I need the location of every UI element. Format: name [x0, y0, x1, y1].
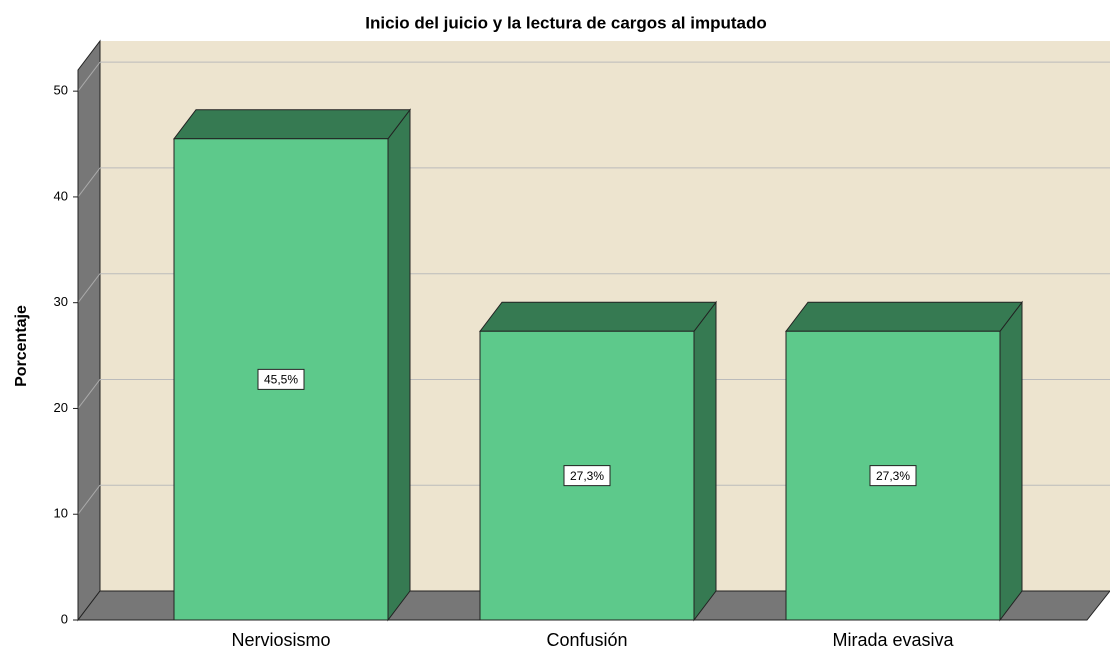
- bar-top: [478, 301, 718, 332]
- chart-title: Inicio del juicio y la lectura de cargos…: [365, 13, 767, 32]
- y-tick-label: 50: [54, 83, 68, 98]
- y-tick-label: 10: [54, 506, 68, 521]
- x-tick-label: Confusión: [546, 630, 627, 650]
- grid-line: [77, 61, 101, 92]
- grid-line: [77, 167, 101, 198]
- bar-side: [999, 300, 1023, 622]
- bar-top: [172, 109, 412, 140]
- data-label: 45,5%: [264, 373, 298, 387]
- y-tick-label: 0: [61, 611, 68, 626]
- y-axis-label: Porcentaje: [13, 305, 30, 387]
- bar-side: [693, 300, 717, 622]
- bar-top: [784, 301, 1024, 332]
- bar-side: [387, 108, 411, 622]
- y-tick-label: 20: [54, 400, 68, 415]
- x-tick-label: Nerviosismo: [231, 630, 330, 650]
- data-label: 27,3%: [876, 469, 910, 483]
- data-label-box: [869, 465, 917, 487]
- data-label-box: [563, 465, 611, 487]
- data-label-box: [257, 368, 305, 390]
- y-tick-label: 30: [54, 294, 68, 309]
- x-tick-label: Mirada evasiva: [832, 630, 954, 650]
- y-tick-label: 40: [54, 188, 68, 203]
- grid-line: [77, 379, 101, 409]
- grid-line: [77, 273, 101, 303]
- grid-line: [77, 484, 101, 515]
- left-wall: [77, 39, 101, 622]
- data-label: 27,3%: [570, 469, 604, 483]
